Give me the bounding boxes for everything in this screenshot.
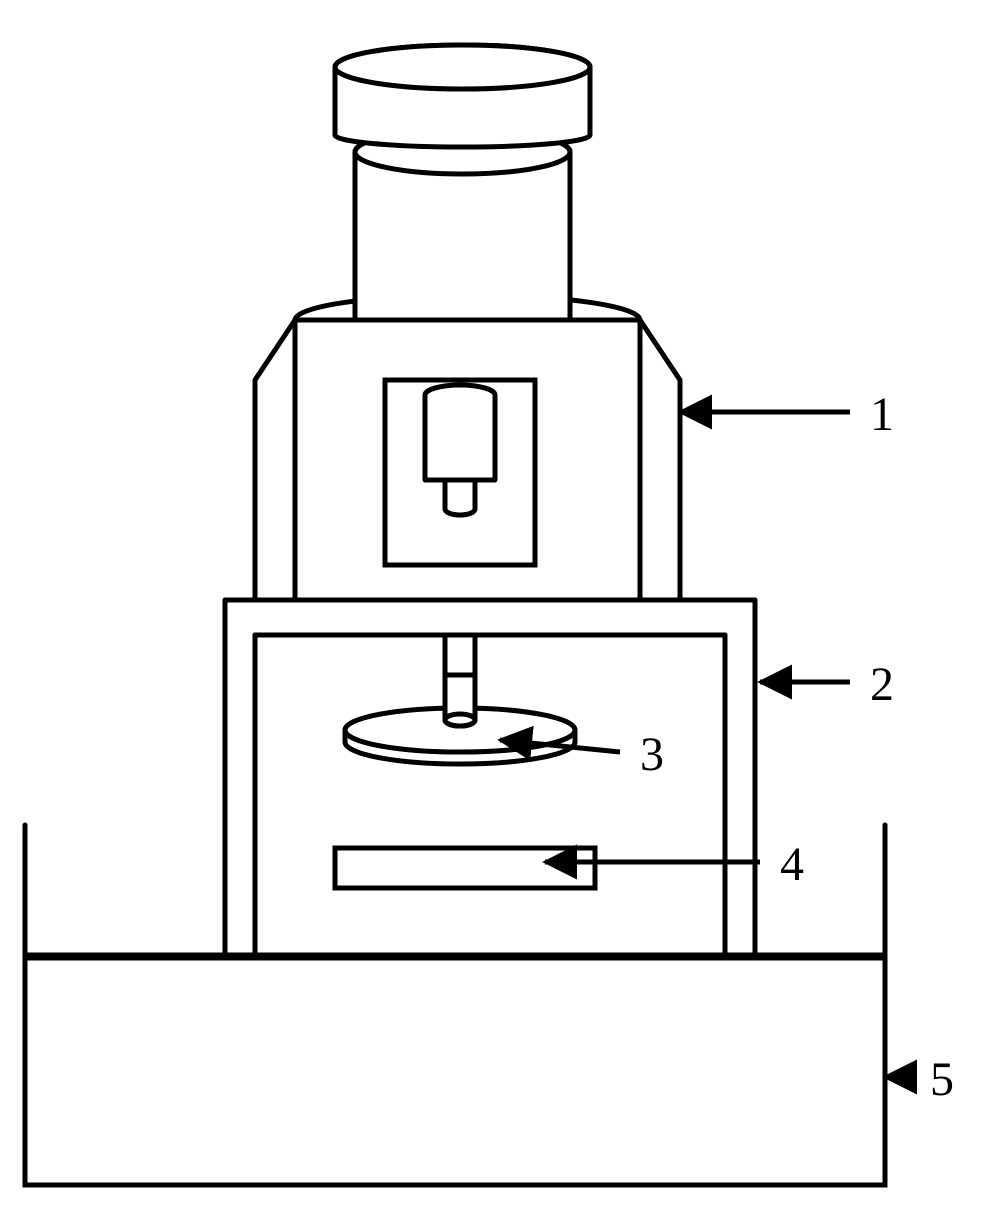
callout-1-label: 1 [870, 388, 894, 441]
callout-3-label: 3 [640, 728, 664, 781]
callout-4-label: 4 [780, 838, 804, 891]
callout-5-label: 5 [930, 1053, 954, 1106]
callout-2-label: 2 [870, 658, 894, 711]
